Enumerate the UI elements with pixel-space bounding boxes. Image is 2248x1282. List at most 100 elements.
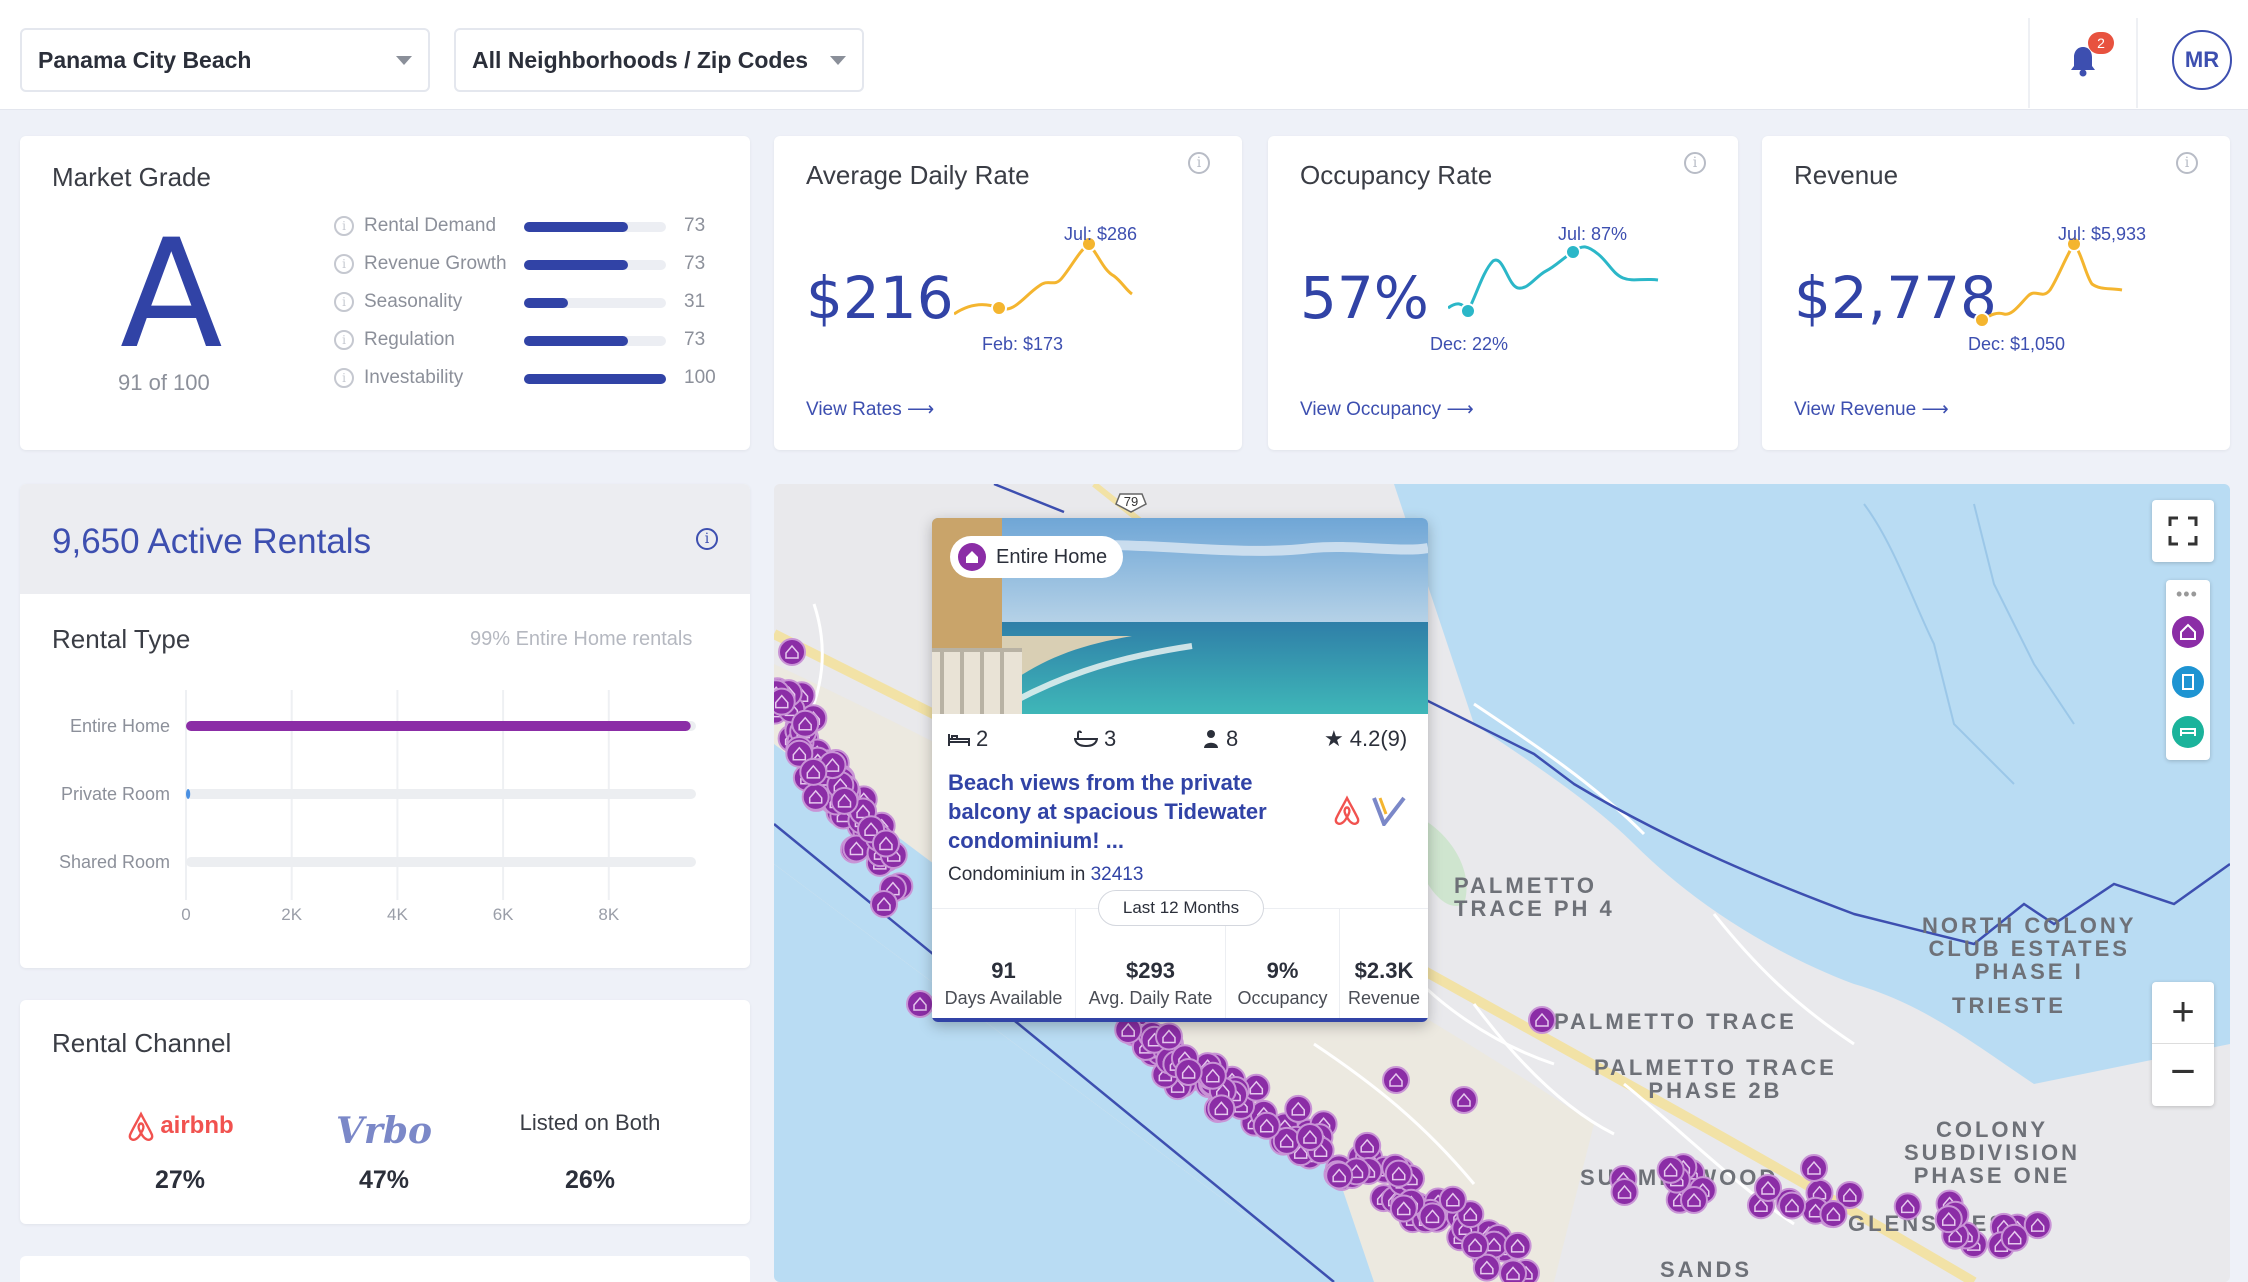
property-marker[interactable] [1198, 1061, 1227, 1090]
info-icon[interactable]: i [2176, 152, 2198, 174]
property-marker[interactable] [1461, 1231, 1490, 1260]
property-marker[interactable] [1284, 1094, 1313, 1123]
bar-private-room[interactable] [186, 789, 191, 799]
property-marker[interactable] [778, 638, 806, 666]
property-marker[interactable] [1778, 1191, 1807, 1220]
view-revenue-link[interactable]: View Revenue ⟶ [1794, 398, 1949, 421]
property-marker[interactable] [1418, 1202, 1447, 1231]
metric-bar-fill [524, 260, 628, 270]
property-type-pill: Entire Home [950, 536, 1124, 578]
more-icon[interactable]: ••• [2176, 584, 2198, 604]
listing-popup[interactable]: Entire Home 2 3 8 ★ 4.2(9) Beach views f… [932, 518, 1428, 1022]
property-marker[interactable] [1295, 1123, 1324, 1152]
property-marker[interactable] [1835, 1180, 1864, 1209]
property-marker[interactable] [1528, 1006, 1556, 1034]
active-rentals-header: 9,650 Active Rentals i [20, 484, 750, 594]
info-icon[interactable]: i [696, 528, 718, 550]
property-marker[interactable] [830, 786, 859, 815]
avatar[interactable]: MR [2172, 30, 2232, 90]
property-marker[interactable] [1472, 1253, 1501, 1282]
property-marker[interactable] [1389, 1194, 1418, 1223]
card-title: Revenue [1794, 160, 1899, 190]
shared-room-layer-icon[interactable] [2172, 716, 2204, 748]
property-marker[interactable] [801, 782, 830, 811]
property-marker[interactable] [1450, 1086, 1478, 1114]
info-icon[interactable]: i [1188, 152, 1210, 174]
property-marker[interactable] [1656, 1155, 1685, 1184]
property-marker[interactable] [1252, 1111, 1281, 1140]
property-type: Condominium in [948, 864, 1091, 885]
channel-airbnb: airbnb [100, 1110, 260, 1142]
property-marker[interactable] [774, 687, 796, 716]
property-marker[interactable] [1610, 1178, 1639, 1207]
channel-value: 27% [154, 1166, 206, 1194]
market-select[interactable]: Panama City Beach [20, 28, 430, 92]
info-icon[interactable]: i [1684, 152, 1706, 174]
zoom-in-button[interactable]: + [2152, 982, 2214, 1044]
x-tick-label: 2K [281, 905, 302, 924]
property-marker[interactable] [1754, 1174, 1782, 1202]
metric-bar-fill [524, 222, 628, 232]
property-marker[interactable] [906, 990, 934, 1018]
info-icon[interactable]: i [334, 292, 354, 312]
info-icon[interactable]: i [334, 330, 354, 350]
listing-title[interactable]: Beach views from the private balcony at … [948, 770, 1267, 853]
map-label: COLONY SUBDIVISION PHASE ONE [1904, 1117, 2081, 1189]
property-marker[interactable] [1325, 1161, 1354, 1190]
property-marker[interactable] [1680, 1186, 1708, 1214]
property-marker[interactable] [1438, 1185, 1467, 1214]
view-occupancy-link[interactable]: View Occupancy ⟶ [1300, 398, 1474, 421]
zip-link[interactable]: 32413 [1090, 864, 1144, 885]
sparkline [954, 236, 1133, 316]
property-marker[interactable] [1384, 1159, 1413, 1188]
property-marker[interactable] [1819, 1200, 1848, 1229]
metric-label: Seasonality [364, 291, 463, 312]
bar-entire-home[interactable] [186, 721, 691, 731]
info-icon[interactable]: i [334, 254, 354, 274]
bathtub-icon [1074, 730, 1098, 748]
metric-value: 31 [684, 291, 706, 312]
chevron-down-icon [830, 56, 846, 65]
bell-icon[interactable] [2068, 44, 2098, 78]
star-icon: ★ [1324, 726, 1344, 751]
channel-label: Listed on Both [519, 1110, 661, 1135]
layer-toggle-panel: ••• [2166, 580, 2210, 760]
stat-value: $2.3K [1354, 958, 1414, 983]
property-marker[interactable] [871, 829, 900, 858]
map-label: SANDS [1660, 1257, 1753, 1282]
property-marker[interactable] [1207, 1094, 1236, 1123]
fullscreen-button[interactable] [2152, 500, 2214, 562]
stat-label: Revenue [1347, 988, 1421, 1008]
property-marker[interactable] [1154, 1022, 1183, 1051]
property-marker[interactable] [1503, 1231, 1532, 1260]
property-marker[interactable] [2000, 1223, 2029, 1252]
property-marker[interactable] [870, 890, 898, 918]
property-marker[interactable] [1934, 1205, 1963, 1234]
link-label: View Rates [806, 399, 902, 420]
property-marker[interactable] [1174, 1058, 1203, 1087]
arrow-right-icon: ⟶ [1921, 399, 1949, 420]
view-rates-link[interactable]: View Rates ⟶ [806, 398, 934, 421]
neighborhood-select[interactable]: All Neighborhoods / Zip Codes [454, 28, 864, 92]
sparkline-high-label: Jul: $286 [1064, 224, 1138, 244]
sparkline-low-label: Feb: $173 [982, 334, 1064, 354]
metric-value: 100 [684, 367, 716, 388]
property-marker[interactable] [1893, 1192, 1922, 1221]
property-marker[interactable] [1800, 1154, 1828, 1182]
property-marker[interactable] [2023, 1211, 2052, 1240]
property-marker[interactable] [791, 709, 820, 738]
property-marker[interactable] [1382, 1066, 1410, 1094]
property-marker[interactable] [799, 757, 828, 786]
info-icon[interactable]: i [334, 216, 354, 236]
entire-home-layer-icon[interactable] [2172, 616, 2204, 648]
property-marker[interactable] [1499, 1259, 1528, 1282]
stat-value: 91 [991, 958, 1016, 983]
info-icon[interactable]: i [334, 368, 354, 388]
grade-score: 91 of 100 [118, 370, 210, 395]
private-room-layer-icon[interactable] [2172, 666, 2204, 698]
property-marker[interactable] [1353, 1131, 1382, 1160]
metric-label: Rental Demand [364, 215, 497, 236]
home-icon [958, 543, 986, 571]
property-markers[interactable] [774, 484, 2230, 1282]
zoom-out-button[interactable]: − [2170, 1047, 2196, 1096]
